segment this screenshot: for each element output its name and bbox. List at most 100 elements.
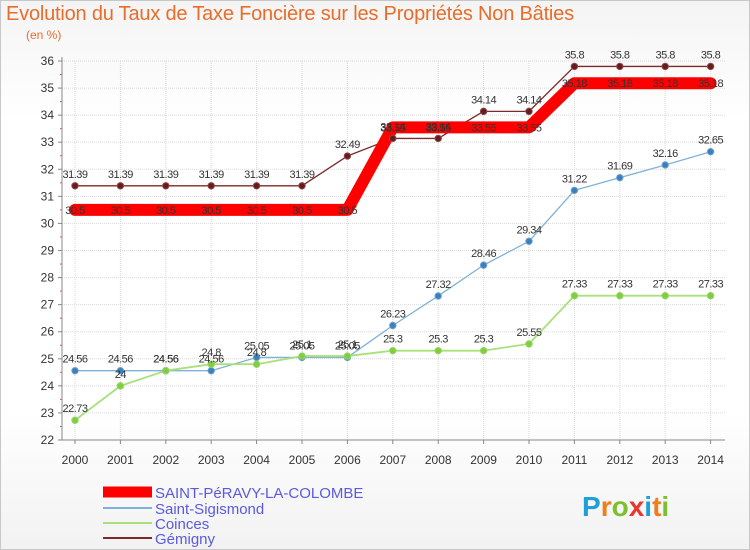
data-label: 27.33 xyxy=(653,279,678,291)
data-label: 27.33 xyxy=(607,279,632,291)
x-tick-labels: 2000 2001 2002 2003 2004 2005 2006 2007 2008 2009… xyxy=(62,453,725,467)
data-point xyxy=(616,173,624,182)
data-label: 31.69 xyxy=(607,161,632,173)
data-label: 32.16 xyxy=(653,148,678,160)
logo-letter: r xyxy=(601,491,612,522)
data-label: 25.1 xyxy=(292,339,312,351)
data-point xyxy=(525,237,533,245)
data-label: 24.8 xyxy=(201,347,221,359)
data-label: 24.56 xyxy=(199,354,224,366)
series-points xyxy=(71,62,715,424)
y-tick-label: 34 xyxy=(41,108,55,122)
data-label: 35.18 xyxy=(698,78,723,90)
y-tick-label: 29 xyxy=(41,244,55,258)
data-point xyxy=(661,161,669,169)
data-point xyxy=(116,366,125,375)
unit-label: (en %) xyxy=(26,28,62,42)
data-label: 30.5 xyxy=(201,205,221,217)
data-label: 35.8 xyxy=(565,49,585,61)
data-point xyxy=(570,292,579,300)
data-label: 30.5 xyxy=(338,205,358,217)
data-label: 30.5 xyxy=(65,205,85,217)
x-tick-label: 2005 xyxy=(289,453,316,467)
y-tick-label: 33 xyxy=(41,135,55,149)
data-label: 25.3 xyxy=(383,334,403,346)
data-point xyxy=(343,152,352,160)
data-label: 25.1 xyxy=(338,339,358,351)
data-label: 24.56 xyxy=(153,354,178,366)
x-tick-label: 2007 xyxy=(379,453,406,467)
y-tick-label: 22 xyxy=(41,433,55,447)
data-label: 24.8 xyxy=(247,347,267,359)
axes xyxy=(58,57,725,444)
legend-label: Saint-Sigismond xyxy=(155,501,264,518)
data-point xyxy=(525,340,533,348)
data-point xyxy=(661,292,669,300)
data-point xyxy=(162,182,170,190)
data-label: 33.14 xyxy=(426,121,451,133)
data-label: 29.34 xyxy=(516,224,541,236)
data-label: 25.05 xyxy=(289,340,314,352)
data-point xyxy=(479,261,488,269)
data-point xyxy=(616,62,624,71)
y-tick-label: 35 xyxy=(41,81,55,95)
data-point xyxy=(252,182,261,190)
proxiti-logo: Proxiti xyxy=(582,491,669,522)
y-tick-label: 36 xyxy=(41,54,55,68)
legend-label: Gémigny xyxy=(155,531,216,548)
data-point xyxy=(71,366,79,375)
grid-lines xyxy=(62,60,725,441)
data-point xyxy=(661,62,669,71)
x-tick-label: 2014 xyxy=(697,453,724,467)
y-tick-label: 28 xyxy=(41,271,55,285)
chart-title: Evolution du Taux de Taxe Foncière sur l… xyxy=(6,3,574,25)
data-point xyxy=(706,147,715,156)
data-label: 24 xyxy=(115,369,127,381)
data-label: 33.55 xyxy=(471,122,496,134)
y-tick-label: 31 xyxy=(41,189,55,203)
logo-letter: i xyxy=(644,491,652,522)
x-tick-label: 2001 xyxy=(107,453,134,467)
data-label: 32.65 xyxy=(698,135,723,147)
data-point xyxy=(207,366,215,375)
data-point xyxy=(389,321,397,330)
data-label: 35.8 xyxy=(701,49,721,61)
x-tick-label: 2008 xyxy=(425,453,452,467)
logo-letter: o xyxy=(612,491,629,522)
data-label: 31.39 xyxy=(153,169,178,181)
logo-letter: t xyxy=(652,491,661,522)
data-point xyxy=(479,346,488,355)
data-label: 31.39 xyxy=(289,169,314,181)
y-tick-label: 26 xyxy=(41,325,55,339)
data-label: 35.18 xyxy=(607,78,632,90)
series-line-0 xyxy=(69,77,717,216)
data-label: 31.39 xyxy=(62,169,87,181)
data-point xyxy=(434,292,442,300)
data-point xyxy=(207,360,215,368)
data-label: 35.8 xyxy=(610,49,630,61)
data-label: 30.5 xyxy=(111,205,131,217)
y-tick-label: 23 xyxy=(41,406,55,420)
data-point xyxy=(71,416,79,424)
data-label: 33.55 xyxy=(516,122,541,134)
data-label: 35.18 xyxy=(653,78,678,90)
data-label: 35.8 xyxy=(655,49,675,61)
data-label: 30.5 xyxy=(292,205,312,217)
y-tick-label: 24 xyxy=(41,379,55,393)
data-point xyxy=(434,346,442,355)
data-label: 26.23 xyxy=(380,308,405,320)
data-label: 32.49 xyxy=(335,139,360,151)
logo-letter: i xyxy=(661,491,669,522)
data-label: 31.22 xyxy=(562,173,587,185)
data-point xyxy=(616,292,624,300)
data-point xyxy=(479,107,488,116)
data-point xyxy=(116,182,125,190)
data-label: 33.14 xyxy=(380,121,405,133)
x-tick-label: 2004 xyxy=(243,453,270,467)
legend: SAINT-PéRAVY-LA-COLOMBESaint-SigismondCo… xyxy=(103,485,363,548)
data-label: 25.05 xyxy=(335,340,360,352)
data-point xyxy=(570,62,579,71)
x-tick-label: 2009 xyxy=(470,453,497,467)
data-point xyxy=(71,182,79,190)
